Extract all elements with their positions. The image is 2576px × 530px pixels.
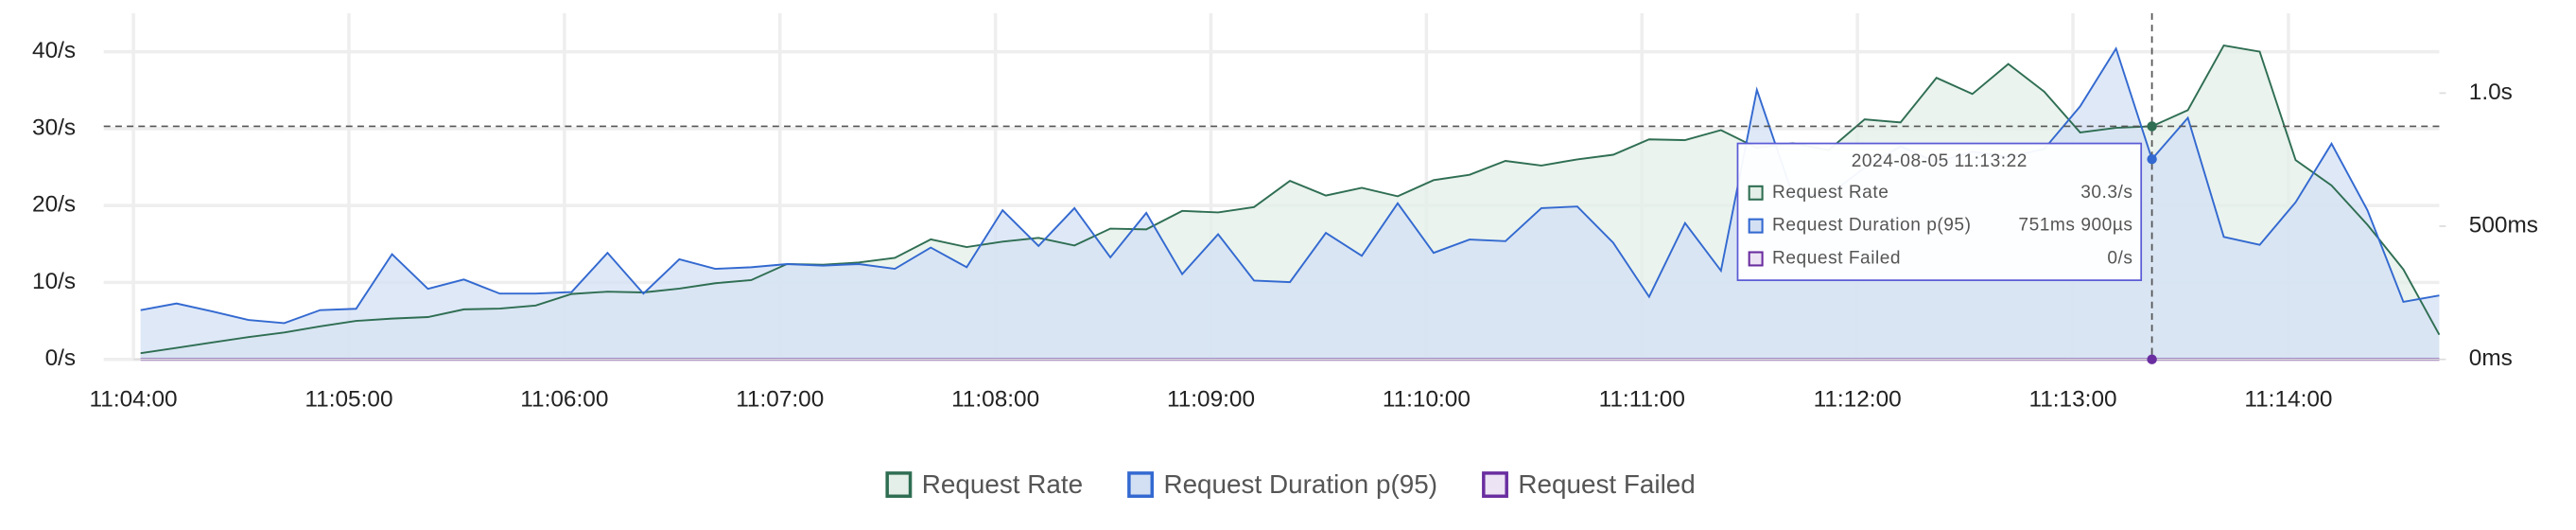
y-tick-label: 40/s	[32, 38, 76, 63]
legend-label: Request Failed	[1518, 469, 1695, 499]
hover-dot	[2147, 153, 2157, 165]
tooltip-name: Request Duration p(95)	[1772, 216, 1971, 236]
legend-label: Request Duration p(95)	[1163, 469, 1437, 499]
tooltip-value: 0/s	[2107, 249, 2132, 269]
tooltip-name: Request Rate	[1772, 183, 1888, 203]
tooltip-swatch	[1748, 218, 1764, 234]
tooltip-value: 30.3/s	[2080, 183, 2132, 203]
tooltip-swatch	[1748, 251, 1764, 267]
y-tick-label: 30/s	[32, 115, 76, 140]
tooltip-name: Request Failed	[1772, 249, 1901, 269]
x-tick-label: 11:07:00	[736, 387, 824, 413]
x-tick-label: 11:13:00	[2028, 387, 2116, 413]
area	[140, 48, 2440, 360]
y-tick-label: 20/s	[32, 192, 76, 218]
x-tick-label: 11:12:00	[1814, 387, 1902, 413]
x-tick-label: 11:09:00	[1167, 387, 1255, 413]
y2-tick-label: 0ms	[2469, 345, 2513, 371]
line	[140, 44, 2441, 355]
tooltip-title: 2024-08-05 11:13:22	[1852, 151, 2028, 171]
tooltip-box	[1736, 142, 2143, 281]
x-tick-label: 11:11:00	[1599, 387, 1685, 413]
legend-swatch	[1482, 471, 1508, 499]
x-tick-label: 11:10:00	[1383, 387, 1471, 413]
legend-swatch	[1127, 471, 1155, 499]
legend: Request Rate Request Duration p(95) Reques…	[885, 469, 1696, 499]
hover-dot	[2147, 121, 2157, 132]
x-tick-label: 11:06:00	[520, 387, 608, 413]
x-tick-label: 11:04:00	[90, 387, 178, 413]
x-tick-label: 11:08:00	[951, 387, 1039, 413]
legend-swatch	[885, 471, 913, 499]
x-tick-label: 11:14:00	[2244, 387, 2332, 413]
tooltip-swatch	[1748, 185, 1764, 201]
y2-tick-label: 1.0s	[2469, 80, 2513, 105]
y-tick-label: 0/s	[45, 345, 77, 371]
hover-dot	[2147, 354, 2157, 364]
y-tick-label: 10/s	[32, 269, 76, 294]
line	[140, 46, 2440, 325]
x-tick-label: 11:05:00	[305, 387, 392, 413]
y2-tick-label: 500ms	[2469, 212, 2538, 238]
legend-label: Request Rate	[922, 469, 1083, 499]
tooltip-value: 751ms 900µs	[2018, 216, 2132, 236]
